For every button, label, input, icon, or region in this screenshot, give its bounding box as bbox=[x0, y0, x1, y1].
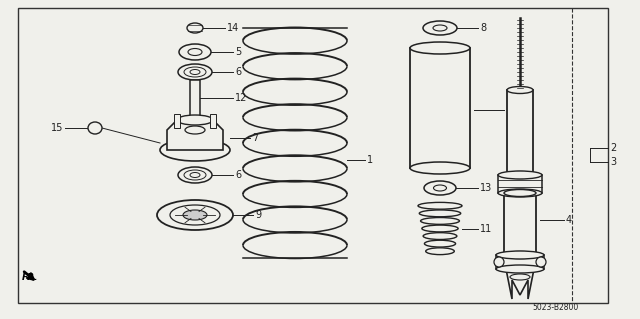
Ellipse shape bbox=[418, 202, 462, 209]
Ellipse shape bbox=[178, 64, 212, 80]
Text: 15: 15 bbox=[51, 123, 63, 133]
Text: 6: 6 bbox=[235, 67, 241, 77]
Ellipse shape bbox=[420, 218, 460, 224]
Text: 5023-B2800: 5023-B2800 bbox=[532, 303, 578, 313]
Text: 3: 3 bbox=[610, 157, 616, 167]
Ellipse shape bbox=[170, 205, 220, 225]
Ellipse shape bbox=[184, 170, 206, 180]
Ellipse shape bbox=[410, 162, 470, 174]
Text: 5: 5 bbox=[235, 47, 241, 57]
Ellipse shape bbox=[184, 67, 206, 77]
Ellipse shape bbox=[419, 210, 461, 217]
Bar bbox=[496, 255, 544, 269]
Ellipse shape bbox=[160, 139, 230, 161]
Ellipse shape bbox=[410, 42, 470, 54]
Text: 6: 6 bbox=[235, 170, 241, 180]
Ellipse shape bbox=[423, 233, 457, 240]
Ellipse shape bbox=[157, 200, 233, 230]
Text: 13: 13 bbox=[480, 183, 492, 193]
Ellipse shape bbox=[88, 122, 102, 134]
Ellipse shape bbox=[504, 251, 536, 258]
Bar bbox=[190, 80, 200, 116]
Ellipse shape bbox=[185, 126, 205, 134]
Ellipse shape bbox=[187, 23, 203, 33]
Ellipse shape bbox=[177, 115, 213, 125]
Text: 9: 9 bbox=[255, 210, 261, 220]
Text: 8: 8 bbox=[480, 23, 486, 33]
Bar bbox=[504, 193, 536, 255]
Text: 14: 14 bbox=[227, 23, 239, 33]
Text: FR.: FR. bbox=[22, 273, 38, 283]
Ellipse shape bbox=[424, 240, 456, 247]
Polygon shape bbox=[167, 120, 223, 150]
Bar bbox=[410, 48, 470, 168]
Text: 4: 4 bbox=[566, 215, 572, 225]
Text: 10: 10 bbox=[506, 105, 518, 115]
Ellipse shape bbox=[494, 257, 504, 267]
Ellipse shape bbox=[433, 25, 447, 31]
Text: 12: 12 bbox=[235, 93, 248, 103]
Bar bbox=[507, 90, 533, 175]
Ellipse shape bbox=[496, 251, 544, 259]
Ellipse shape bbox=[423, 21, 457, 35]
Ellipse shape bbox=[498, 189, 542, 197]
Ellipse shape bbox=[498, 171, 542, 179]
Bar bbox=[210, 114, 216, 128]
Text: 1: 1 bbox=[367, 155, 373, 165]
Ellipse shape bbox=[496, 265, 544, 273]
Ellipse shape bbox=[507, 172, 533, 179]
Ellipse shape bbox=[510, 274, 530, 280]
Ellipse shape bbox=[190, 173, 200, 177]
Ellipse shape bbox=[536, 257, 546, 267]
Ellipse shape bbox=[188, 48, 202, 56]
Ellipse shape bbox=[507, 86, 533, 93]
Ellipse shape bbox=[422, 225, 458, 232]
Text: 7: 7 bbox=[252, 133, 259, 143]
Ellipse shape bbox=[504, 189, 536, 197]
Text: 11: 11 bbox=[480, 224, 492, 234]
Ellipse shape bbox=[424, 181, 456, 195]
Ellipse shape bbox=[178, 167, 212, 183]
Ellipse shape bbox=[183, 210, 207, 220]
Ellipse shape bbox=[179, 44, 211, 60]
Bar bbox=[174, 114, 180, 128]
Polygon shape bbox=[506, 269, 534, 299]
Ellipse shape bbox=[433, 185, 447, 191]
Bar bbox=[498, 175, 542, 193]
Ellipse shape bbox=[426, 248, 454, 255]
Text: 2: 2 bbox=[610, 143, 616, 153]
Ellipse shape bbox=[190, 70, 200, 75]
